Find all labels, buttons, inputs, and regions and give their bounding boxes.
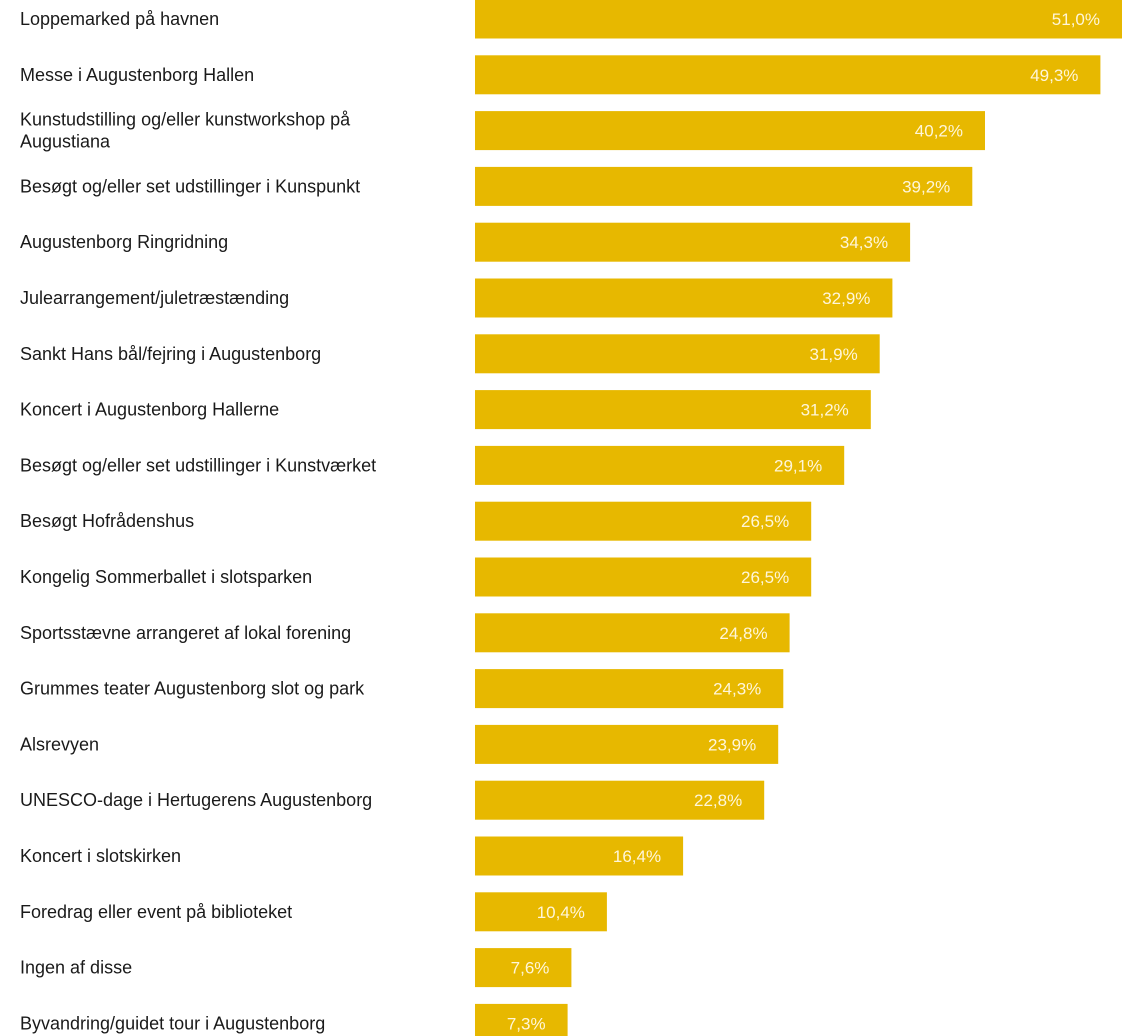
category-label: Besøgt og/eller set udstillinger i Kunst… <box>20 455 376 475</box>
category-label: Messe i Augustenborg Hallen <box>20 65 254 85</box>
category-label-line: Kunstudstilling og/eller kunstworkshop p… <box>20 110 351 130</box>
category-label: Augustenborg Ringridning <box>20 232 228 252</box>
bar-value-label: 29,1% <box>774 456 822 475</box>
bar <box>475 613 790 653</box>
bar-value-label: 22,8% <box>694 791 742 810</box>
category-label-line: Besøgt og/eller set udstillinger i Kunst… <box>20 455 376 475</box>
category-label-line: Sportsstævne arrangeret af lokal forenin… <box>20 623 351 643</box>
bar-value-label: 24,8% <box>719 624 767 643</box>
bar-value-label: 49,3% <box>1030 66 1078 85</box>
bar-value-label: 10,4% <box>537 903 585 922</box>
category-label-line: Grummes teater Augustenborg slot og park <box>20 679 365 699</box>
category-label-line: Besøgt Hofrådenshus <box>20 511 194 531</box>
bar <box>475 780 765 820</box>
category-label-line: Augustiana <box>20 132 111 152</box>
bar <box>475 501 812 541</box>
category-label-line: Julearrangement/juletræstænding <box>20 288 289 308</box>
category-label: Kongelig Sommerballet i slotsparken <box>20 567 312 587</box>
bar <box>475 222 911 262</box>
category-label-line: Messe i Augustenborg Hallen <box>20 65 254 85</box>
bar <box>475 724 779 764</box>
category-label-line: Byvandring/guidet tour i Augustenborg <box>20 1013 325 1033</box>
bar <box>475 0 1122 39</box>
category-label-line: Loppemarked på havnen <box>20 9 219 29</box>
category-label-line: Foredrag eller event på biblioteket <box>20 902 292 922</box>
category-label: UNESCO-dage i Hertugerens Augustenborg <box>20 790 372 810</box>
category-label: Foredrag eller event på biblioteket <box>20 902 292 922</box>
bar-value-label: 16,4% <box>613 847 661 866</box>
category-label: Sankt Hans bål/fejring i Augustenborg <box>20 344 321 364</box>
category-label: Julearrangement/juletræstænding <box>20 288 289 308</box>
bar-value-label: 7,6% <box>511 959 550 978</box>
bar-value-label: 24,3% <box>713 680 761 699</box>
category-label-line: Augustenborg Ringridning <box>20 232 228 252</box>
category-label: Besøgt og/eller set udstillinger i Kunsp… <box>20 176 360 196</box>
category-label-line: Kongelig Sommerballet i slotsparken <box>20 567 312 587</box>
bar-value-label: 23,9% <box>708 735 756 754</box>
bar <box>475 1003 568 1036</box>
category-label-line: Koncert i slotskirken <box>20 846 181 866</box>
bar-value-label: 31,2% <box>801 401 849 420</box>
category-label-line: Besøgt og/eller set udstillinger i Kunsp… <box>20 176 360 196</box>
bar-value-label: 26,5% <box>741 568 789 587</box>
category-label-line: Ingen af disse <box>20 958 132 978</box>
category-label: Koncert i Augustenborg Hallerne <box>20 400 279 420</box>
category-label: Byvandring/guidet tour i Augustenborg <box>20 1013 325 1033</box>
bar <box>475 948 572 988</box>
bar <box>475 166 973 206</box>
bar <box>475 557 812 597</box>
bar-value-label: 31,9% <box>809 345 857 364</box>
category-label: Sportsstævne arrangeret af lokal forenin… <box>20 623 351 643</box>
bar <box>475 55 1101 95</box>
bar <box>475 445 845 485</box>
bar-value-label: 26,5% <box>741 512 789 531</box>
category-label: Alsrevyen <box>20 734 99 754</box>
bar-value-label: 40,2% <box>915 122 963 141</box>
bar <box>475 836 684 876</box>
bar-value-label: 39,2% <box>902 177 950 196</box>
category-label-line: Alsrevyen <box>20 734 99 754</box>
bar-value-label: 34,3% <box>840 233 888 252</box>
category-label-line: Sankt Hans bål/fejring i Augustenborg <box>20 344 321 364</box>
bar-value-label: 7,3% <box>507 1014 546 1033</box>
category-label: Kunstudstilling og/eller kunstworkshop p… <box>20 110 351 152</box>
category-label-line: Koncert i Augustenborg Hallerne <box>20 400 279 420</box>
bar <box>475 278 893 318</box>
bar-value-label: 32,9% <box>822 289 870 308</box>
bar <box>475 334 880 374</box>
bar <box>475 892 607 932</box>
bar-value-label: 51,0% <box>1052 10 1100 29</box>
bar <box>475 669 784 709</box>
bar <box>475 111 985 151</box>
category-label-line: UNESCO-dage i Hertugerens Augustenborg <box>20 790 372 810</box>
category-label: Koncert i slotskirken <box>20 846 181 866</box>
bar <box>475 390 871 430</box>
category-label: Ingen af disse <box>20 958 132 978</box>
category-label: Loppemarked på havnen <box>20 9 219 29</box>
category-label: Besøgt Hofrådenshus <box>20 511 194 531</box>
category-label: Grummes teater Augustenborg slot og park <box>20 679 365 699</box>
